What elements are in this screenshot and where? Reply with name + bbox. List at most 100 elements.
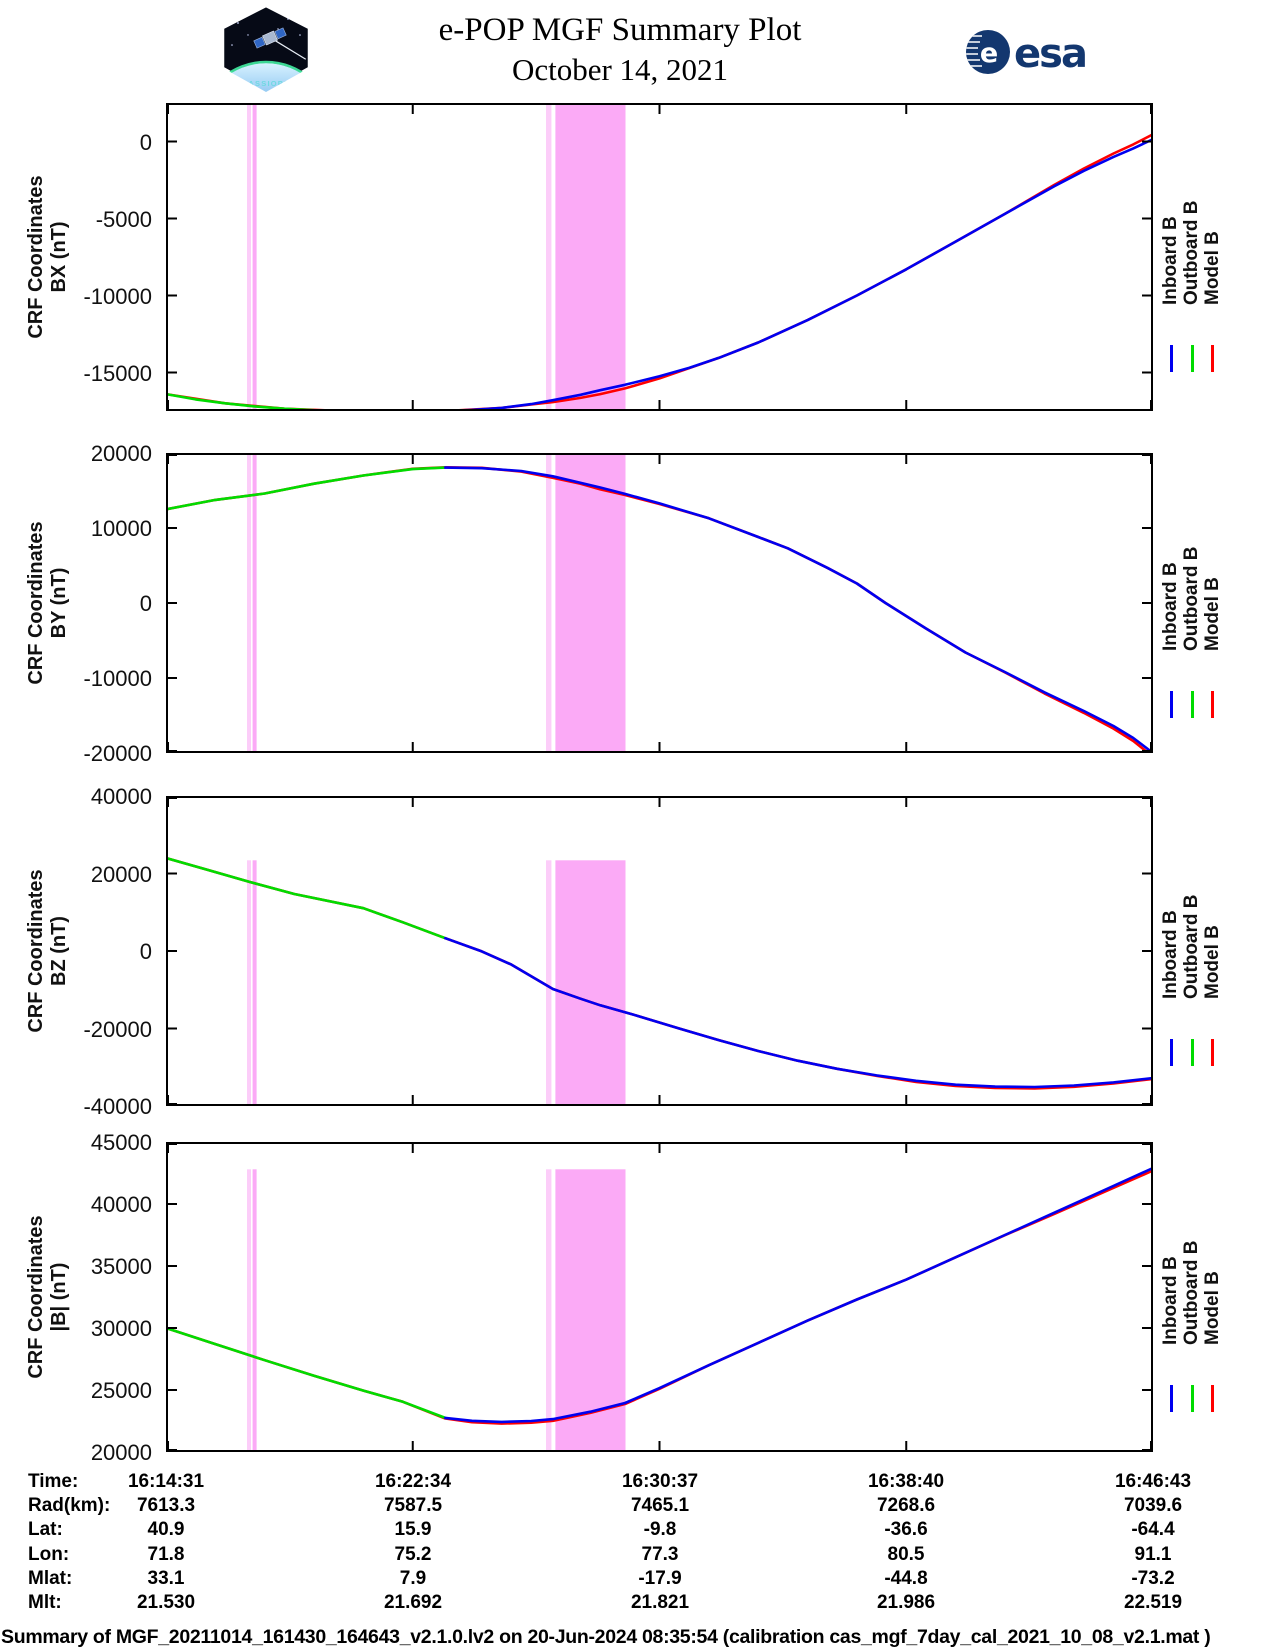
event-band [546,860,552,1106]
axes-box [166,453,1153,753]
y-axis-label-line2: BX (nT) [48,221,70,293]
event-band [247,1169,251,1452]
event-band [252,103,257,411]
y-tick-label: -40000 [83,1094,152,1119]
table-cell: 7613.3 [136,1495,196,1517]
y-tick-label: 10000 [90,516,152,541]
y-tick-label: 30000 [90,1316,152,1341]
table-cell: 16:30:37 [621,1471,699,1492]
legend-label-outboard: Outboard B [1181,1240,1202,1346]
page-title: e-POP MGF Summary Plot [438,12,802,48]
table-cell: 16:14:31 [127,1471,205,1492]
event-band [555,860,626,1106]
y-tick-label: 45000 [90,1130,152,1155]
curve-model-b [166,132,1153,411]
table-cell: 7039.6 [1123,1495,1183,1517]
event-band [252,453,257,753]
y-tick-label: 20000 [90,1440,152,1465]
legend-label-inboard: Inboard B [1160,216,1181,305]
event-band [555,103,626,411]
legend-label-model: Model B [1202,577,1223,651]
curve-model-b [166,1169,1153,1425]
table-cell: 33.1 [147,1567,185,1589]
curve-outboard-b [166,466,447,511]
event-band [546,1169,552,1452]
legend-line-sample-model [1211,691,1214,718]
cassiope-patch: CASSIOPE [221,5,311,93]
legend-label-outboard: Outboard B [1181,200,1202,306]
legend-label-inboard: Inboard B [1160,910,1181,999]
y-axis-label-line2: |B| (nT) [48,1262,70,1332]
legend-label-model: Model B [1202,231,1223,305]
axes-box [166,1142,1153,1452]
table-cell: -73.2 [1131,1567,1175,1589]
y-tick-label: 35000 [90,1254,152,1279]
curve-outboard-b [166,1326,447,1420]
patch-atmosphere-glow [223,60,309,92]
table-cell: 21.821 [630,1592,690,1613]
footer-summary-text: Summary of MGF_20211014_161430_164643_v2… [1,1626,1211,1648]
curve-inboard-b [443,466,1153,753]
event-band [555,453,626,753]
y-axis-label-line1: CRF Coordinates [25,1215,47,1379]
table-cell: 21.692 [383,1592,443,1613]
curve-inboard-b [443,137,1153,411]
esa-globe-icon [966,30,1010,74]
table-row-label: Rad(km): [28,1495,111,1517]
table-cell: -64.4 [1131,1519,1175,1541]
table-row-label: Lon: [28,1543,70,1565]
event-band [252,1169,257,1452]
y-tick-label: 0 [139,591,152,616]
plot-panel-|B| (nT) [166,1142,1153,1452]
event-band [252,860,257,1106]
axes-box [166,796,1153,1106]
y-axis-label: CRF Coordinates |B| (nT) [25,1215,71,1378]
legend-line-sample-model [1211,1039,1214,1066]
curve-model-b [166,466,1151,753]
legend-line-sample-outboard [1190,1385,1194,1412]
header: CASSIOPE e-POP MGF Summary Plot October … [0,0,1275,100]
legend-label-outboard: Outboard B [1181,894,1202,1000]
y-tick-label: 25000 [90,1378,152,1403]
legend-label-inboard: Inboard B [1160,562,1181,651]
table-row-label: Mlt: [28,1592,62,1613]
y-tick-label: -5000 [95,206,152,232]
axes-box [166,103,1153,411]
legend-line-sample-model [1211,345,1214,372]
svg-text:e: e [980,38,998,69]
plot-panel-BZ (nT) [166,796,1153,1106]
event-band [247,103,251,411]
table-cell: -9.8 [643,1519,677,1541]
legend-label-model: Model B [1202,1271,1223,1345]
table-cell: 75.2 [394,1543,432,1565]
table-cell: -36.6 [884,1519,928,1541]
legend-line-sample-outboard [1190,1039,1194,1066]
table-cell: 21.530 [136,1592,196,1613]
table-cell: 80.5 [887,1543,925,1565]
y-tick-label: -10000 [83,283,152,309]
event-band [546,453,552,753]
ephemeris-table: Time: 16:14:31 16:22:34 16:30:37 16:38:40 16:… [0,1460,1275,1620]
table-cell: 7587.5 [383,1495,443,1517]
table-row-label: Lat: [28,1519,63,1541]
esa-wordmark: esa [1014,31,1086,77]
table-row-label: Mlat: [28,1567,73,1589]
legend-line-sample-outboard [1190,691,1194,718]
plot-panel-BY (nT) [166,453,1153,753]
legend-label-model: Model B [1202,925,1223,999]
y-tick-label: -10000 [83,666,152,691]
legend-line-sample-inboard [1170,691,1173,718]
table-cell: 91.1 [1134,1543,1172,1565]
table-cell: 7268.6 [876,1495,936,1517]
curve-inboard-b [443,1166,1153,1424]
curve-outboard-b [166,856,447,940]
table-cell: 21.986 [876,1592,936,1613]
legend-line-sample-model [1211,1385,1214,1412]
event-band [247,860,251,1106]
y-tick-label: -15000 [83,360,152,386]
curve-model-b [166,856,1153,1090]
table-cell: -44.8 [884,1567,928,1589]
y-axis-label-line1: CRF Coordinates [25,175,47,339]
table-cell: 40.9 [147,1519,185,1541]
